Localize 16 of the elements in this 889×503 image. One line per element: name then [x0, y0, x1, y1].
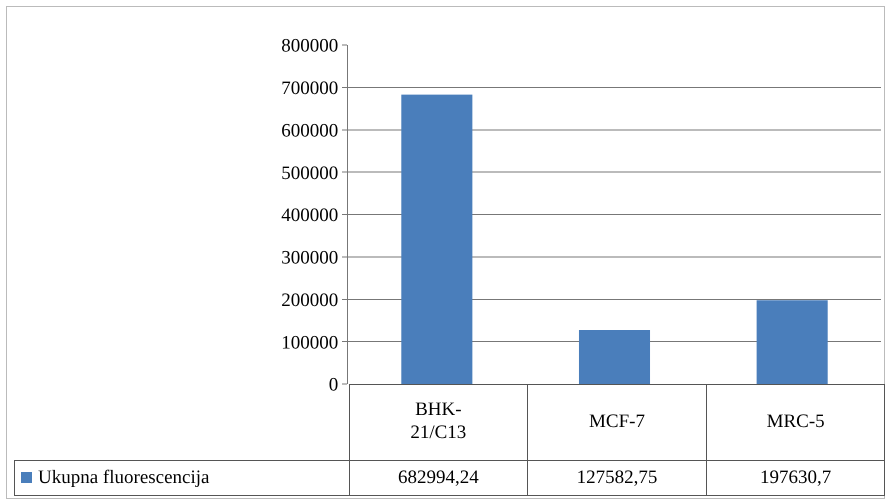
legend-label: Ukupna fluorescencija — [14, 460, 349, 495]
data-label: 682994,24 — [349, 460, 528, 495]
x-tick-label: MRC-5 — [766, 410, 825, 434]
y-tick-label: 600000 — [281, 120, 338, 142]
x-tick-label: BHK-21/C13 — [409, 399, 468, 446]
y-tick-label: 700000 — [281, 78, 338, 100]
y-tick-label: 500000 — [281, 162, 338, 184]
data-label: 127582,75 — [528, 460, 706, 495]
y-tick-label: 300000 — [281, 248, 338, 269]
y-tick-label: 200000 — [281, 290, 338, 311]
y-tick-label: 0 — [328, 374, 338, 396]
y-tick-label: 100000 — [281, 332, 338, 354]
x-tick-label: MCF-7 — [589, 410, 645, 434]
y-tick-label: 800000 — [281, 36, 338, 57]
data-label: 197630,7 — [706, 460, 885, 495]
y-tick-label: 400000 — [281, 205, 338, 226]
